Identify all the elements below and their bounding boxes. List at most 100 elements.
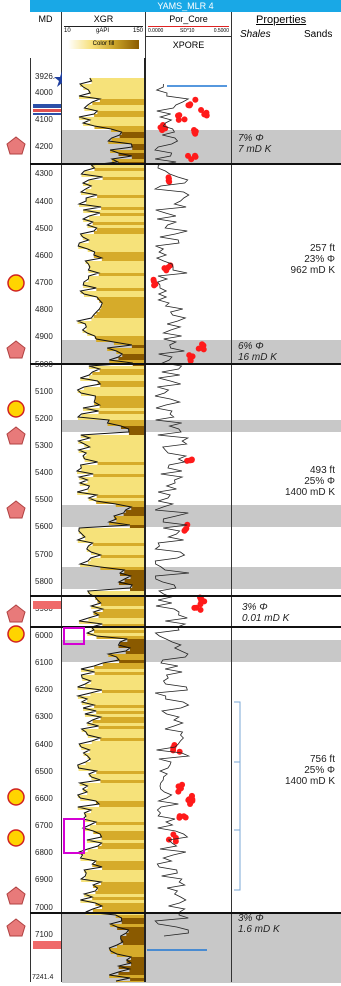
circle-icon[interactable] bbox=[7, 788, 25, 806]
gr-fill-segment bbox=[80, 900, 144, 903]
gr-fill-segment bbox=[109, 360, 144, 363]
gr-fill-segment bbox=[79, 243, 144, 246]
gr-fill-segment bbox=[98, 411, 144, 414]
rectangle-marker-icon[interactable] bbox=[33, 104, 61, 115]
gr-fill-segment bbox=[130, 576, 144, 579]
gr-fill-segment bbox=[85, 324, 144, 327]
circle-icon[interactable] bbox=[7, 829, 25, 847]
depth-tick-label: 5700 bbox=[35, 549, 53, 559]
gr-fill-segment bbox=[116, 351, 144, 354]
gr-fill-segment bbox=[96, 228, 144, 231]
pentagon-icon[interactable] bbox=[6, 136, 26, 155]
gr-fill-segment bbox=[129, 969, 144, 972]
shale-band bbox=[62, 130, 341, 164]
gr-fill-segment bbox=[79, 477, 144, 480]
gr-fill-segment bbox=[101, 843, 144, 846]
pentagon-icon[interactable] bbox=[6, 340, 26, 359]
gr-fill-segment bbox=[102, 663, 144, 666]
gr-fill-segment bbox=[94, 126, 144, 129]
gr-fill-segment bbox=[95, 891, 144, 894]
pentagon-icon[interactable] bbox=[6, 604, 26, 623]
gr-fill-segment bbox=[125, 651, 144, 654]
gr-fill-segment bbox=[93, 885, 144, 888]
core-porosity-point bbox=[180, 813, 187, 820]
depth-tick-label: 6800 bbox=[35, 848, 53, 858]
rectangle-marker-icon[interactable] bbox=[33, 601, 61, 609]
circle-icon[interactable] bbox=[7, 274, 25, 292]
gr-fill-segment bbox=[86, 840, 144, 843]
gr-fill-segment bbox=[110, 924, 144, 927]
gr-fill-segment bbox=[86, 453, 144, 456]
gr-fill-segment bbox=[122, 354, 144, 357]
magenta-box-marker[interactable] bbox=[63, 627, 85, 645]
por-header: Por_Core 0.0000 SD*10 0.5000 XPORE bbox=[146, 12, 232, 58]
gr-fill-segment bbox=[84, 813, 144, 816]
gr-fill-segment bbox=[84, 171, 144, 174]
depth-tick-label: 3926. bbox=[35, 72, 56, 81]
gr-fill-segment bbox=[97, 888, 144, 891]
gr-fill-segment bbox=[80, 858, 144, 861]
shale-label-4: 3% Φ 1.6 mD K bbox=[238, 913, 280, 935]
gr-fill-segment bbox=[96, 771, 144, 774]
core-porosity-point bbox=[192, 96, 199, 103]
gr-fill-segment bbox=[109, 948, 144, 951]
gr-fill-segment bbox=[91, 186, 144, 189]
gr-fill-segment bbox=[95, 861, 144, 864]
gr-fill-segment bbox=[111, 159, 144, 162]
gr-fill-segment bbox=[102, 906, 144, 909]
well-title: YAMS_MLR 4 bbox=[157, 1, 214, 11]
gr-fill-segment bbox=[125, 510, 144, 513]
magenta-box-marker[interactable] bbox=[63, 818, 85, 854]
gr-fill-segment bbox=[88, 276, 144, 279]
pentagon-icon[interactable] bbox=[6, 886, 26, 905]
gr-fill-segment bbox=[131, 144, 144, 147]
gr-fill-segment bbox=[130, 957, 144, 960]
core-porosity-point bbox=[186, 102, 193, 109]
gr-fill-segment bbox=[100, 567, 144, 570]
gr-fill-segment bbox=[102, 624, 144, 627]
core-porosity-point bbox=[195, 345, 202, 352]
gr-fill-segment bbox=[118, 582, 144, 585]
circle-icon[interactable] bbox=[7, 625, 25, 643]
gr-fill-segment bbox=[119, 660, 144, 663]
gr-fill-segment bbox=[78, 531, 144, 534]
pentagon-icon[interactable] bbox=[6, 918, 26, 937]
rectangle-marker-icon[interactable] bbox=[33, 941, 61, 949]
gr-fill-segment bbox=[89, 375, 144, 378]
shale-label-3: 3% Φ 0.01 mD K bbox=[242, 602, 289, 624]
gr-fill-segment bbox=[77, 696, 144, 699]
core-porosity-point bbox=[187, 356, 194, 363]
gr-fill-segment bbox=[87, 849, 144, 852]
gr-fill-segment bbox=[77, 417, 144, 420]
gr-fill-segment bbox=[116, 657, 144, 660]
md-header-label: MD bbox=[38, 14, 53, 24]
gr-fill-segment bbox=[93, 630, 144, 633]
gr-fill-segment bbox=[89, 486, 144, 489]
gr-fill-segment bbox=[78, 246, 144, 249]
gr-fill-segment bbox=[97, 600, 144, 603]
core-porosity-point bbox=[187, 800, 194, 807]
gr-fill-segment bbox=[121, 918, 144, 921]
gr-fill-segment bbox=[132, 585, 144, 588]
circle-icon[interactable] bbox=[7, 400, 25, 418]
gr-fill-segment bbox=[95, 399, 144, 402]
gr-fill-segment bbox=[77, 807, 144, 810]
gr-fill-segment bbox=[100, 555, 144, 558]
depth-tick-label: 5000 bbox=[35, 359, 53, 369]
gr-fill-segment bbox=[96, 711, 144, 714]
gr-fill-segment bbox=[81, 702, 144, 705]
gr-fill-segment bbox=[120, 642, 144, 645]
gr-fill-segment bbox=[82, 408, 144, 411]
depth-tick-label: 4900 bbox=[35, 332, 53, 342]
gr-fill-segment bbox=[116, 519, 144, 522]
properties-header: Properties Shales Sands bbox=[232, 12, 341, 58]
shale-label-2: 6% Φ 16 mD K bbox=[238, 341, 277, 363]
core-porosity-point bbox=[199, 341, 206, 348]
log-curves-svg bbox=[75, 77, 227, 982]
pentagon-icon[interactable] bbox=[6, 500, 26, 519]
gr-fill-segment bbox=[80, 192, 144, 195]
gr-fill-segment bbox=[94, 672, 144, 675]
pentagon-icon[interactable] bbox=[6, 426, 26, 445]
star-icon[interactable] bbox=[54, 71, 62, 87]
gr-fill-segment bbox=[87, 591, 144, 594]
